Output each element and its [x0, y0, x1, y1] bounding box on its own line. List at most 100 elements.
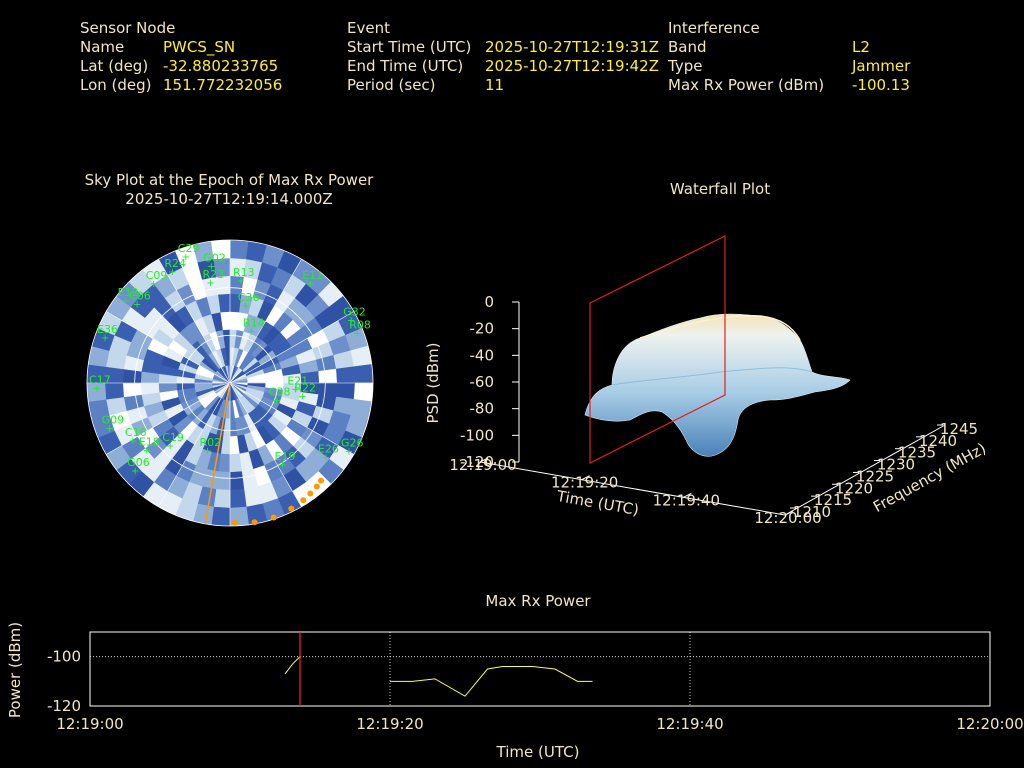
max-power-ylabel: Power (dBm)	[6, 622, 24, 718]
satellite-cross: +	[150, 279, 158, 290]
sky-cell	[336, 366, 356, 384]
satellite-label: E11	[302, 269, 323, 282]
waterfall-x-tick	[479, 457, 489, 463]
satellite-label: R22	[294, 381, 316, 394]
max-power-chart-title: Max Rx Power	[485, 592, 591, 610]
sky-cell	[229, 240, 249, 260]
satellite-marker: +G09	[102, 414, 125, 435]
sky-track-point	[288, 505, 295, 512]
sky-grid	[86, 239, 374, 527]
max-power-x-tick-label: 12:20:00	[956, 715, 1023, 733]
satellite-cross: +	[143, 446, 151, 457]
satellite-cross: +	[101, 333, 109, 344]
satellite-marker: +R23	[203, 268, 225, 289]
satellite-cross: +	[203, 446, 211, 457]
satellite-cross: +	[206, 278, 214, 289]
waterfall-marker-plane	[589, 235, 726, 464]
waterfall-y-tick-label: 1225	[856, 467, 894, 485]
sky-plot-title: Sky Plot at the Epoch of Max Rx Power	[84, 171, 374, 189]
waterfall-y-tick-label: 1235	[898, 444, 936, 462]
satellite-label: C29	[178, 242, 200, 255]
sky-cell	[353, 382, 373, 402]
sky-cell	[229, 453, 242, 473]
satellite-label: E19	[275, 450, 296, 463]
max-power-x-tick-label: 12:19:40	[656, 715, 723, 733]
sky-track-point	[300, 497, 307, 504]
satellite-marker: +R08	[349, 318, 371, 339]
waterfall-y-tick-label: 1210	[793, 503, 831, 521]
waterfall-surface	[584, 313, 851, 457]
satellite-marker: +R14	[243, 317, 265, 338]
satellite-cross: +	[129, 436, 137, 447]
sky-cell	[229, 471, 245, 491]
sky-cell	[122, 382, 142, 398]
start-time-value: 2025-10-27T12:19:31Z	[485, 38, 659, 56]
satellite-marker: +C29	[178, 242, 200, 263]
waterfall-xlabel: Time (UTC)	[554, 487, 640, 519]
sky-track-point	[313, 483, 320, 490]
end-time-value: 2025-10-27T12:19:42Z	[485, 57, 659, 75]
waterfall-x-tick	[581, 475, 590, 481]
waterfall-y-tick-label: 1240	[919, 432, 957, 450]
sky-track-point	[307, 490, 314, 497]
sky-cell	[211, 240, 231, 260]
satellite-cross: +	[133, 299, 141, 310]
max-power-line	[390, 666, 593, 697]
satellite-marker: +C19	[162, 431, 184, 452]
waterfall-z-tick-label: -100	[460, 426, 494, 444]
satellite-marker: +R24	[164, 257, 186, 278]
satellite-marker: +G02	[203, 252, 226, 273]
max-power-frame	[89, 631, 991, 707]
satellite-cross: +	[168, 267, 176, 278]
sky-cell	[336, 382, 356, 400]
max-power-line	[284, 656, 301, 675]
waterfall-y-tick-label: 1220	[835, 479, 873, 497]
waterfall-zlabel: PSD (dBm)	[424, 342, 442, 423]
type-value: Jammer	[852, 57, 911, 75]
sky-cell	[353, 364, 373, 384]
sky-plot: +C29+G02+R24+C09 +R13+R23+E12+C06+C36+E11…	[86, 239, 374, 527]
waterfall-x-tick	[784, 510, 794, 516]
satellite-cross: +	[347, 316, 355, 327]
satellite-label: R02	[200, 436, 222, 449]
event-heading: Event	[347, 19, 390, 37]
max-power-x-tick-label: 12:19:00	[56, 715, 123, 733]
satellite-label: C16	[125, 426, 147, 439]
waterfall-z-tick-label: -120	[460, 453, 494, 471]
satellite-label: R13	[233, 266, 255, 279]
sensor-heading: Sensor Node	[80, 19, 176, 37]
waterfall-x-tick-label: 12:19:20	[551, 474, 618, 492]
satellite-cross: +	[291, 385, 299, 396]
satellite-label: C36	[238, 291, 260, 304]
satellite-marker: +E36	[97, 323, 118, 344]
interference-heading: Interference	[668, 19, 760, 37]
max-power-x-tick-label: 12:19:20	[356, 715, 423, 733]
sky-plot-subtitle: 2025-10-27T12:19:14.000Z	[125, 190, 333, 208]
satellite-marker: +C06	[129, 289, 151, 310]
waterfall-x-tick	[683, 492, 692, 498]
start-time-label: Start Time (UTC)	[347, 38, 472, 56]
satellite-marker: +E21	[287, 375, 308, 396]
sky-track-point	[270, 514, 277, 521]
waterfall-z-tick-label: -60	[470, 373, 495, 391]
max-power-series	[284, 632, 593, 706]
satellite-cross: +	[207, 262, 215, 273]
max-power-label: Max Rx Power (dBm)	[668, 76, 825, 94]
end-time-label: End Time (UTC)	[347, 57, 464, 75]
satellite-label: R23	[203, 268, 225, 281]
satellite-label: R14	[243, 317, 265, 330]
satellite-cross: +	[131, 466, 139, 477]
period-label: Period (sec)	[347, 76, 436, 94]
satellite-cross: +	[298, 391, 306, 402]
max-power-y-tick-label: -100	[47, 648, 81, 666]
satellite-cross: +	[353, 328, 361, 339]
sky-cell	[140, 382, 160, 395]
satellite-marker: +R02	[200, 436, 222, 457]
type-label: Type	[668, 57, 703, 75]
satellite-cross: +	[322, 452, 330, 463]
name-value: PWCS_SN	[163, 38, 236, 56]
max-power-y-tick-label: -120	[47, 697, 81, 715]
